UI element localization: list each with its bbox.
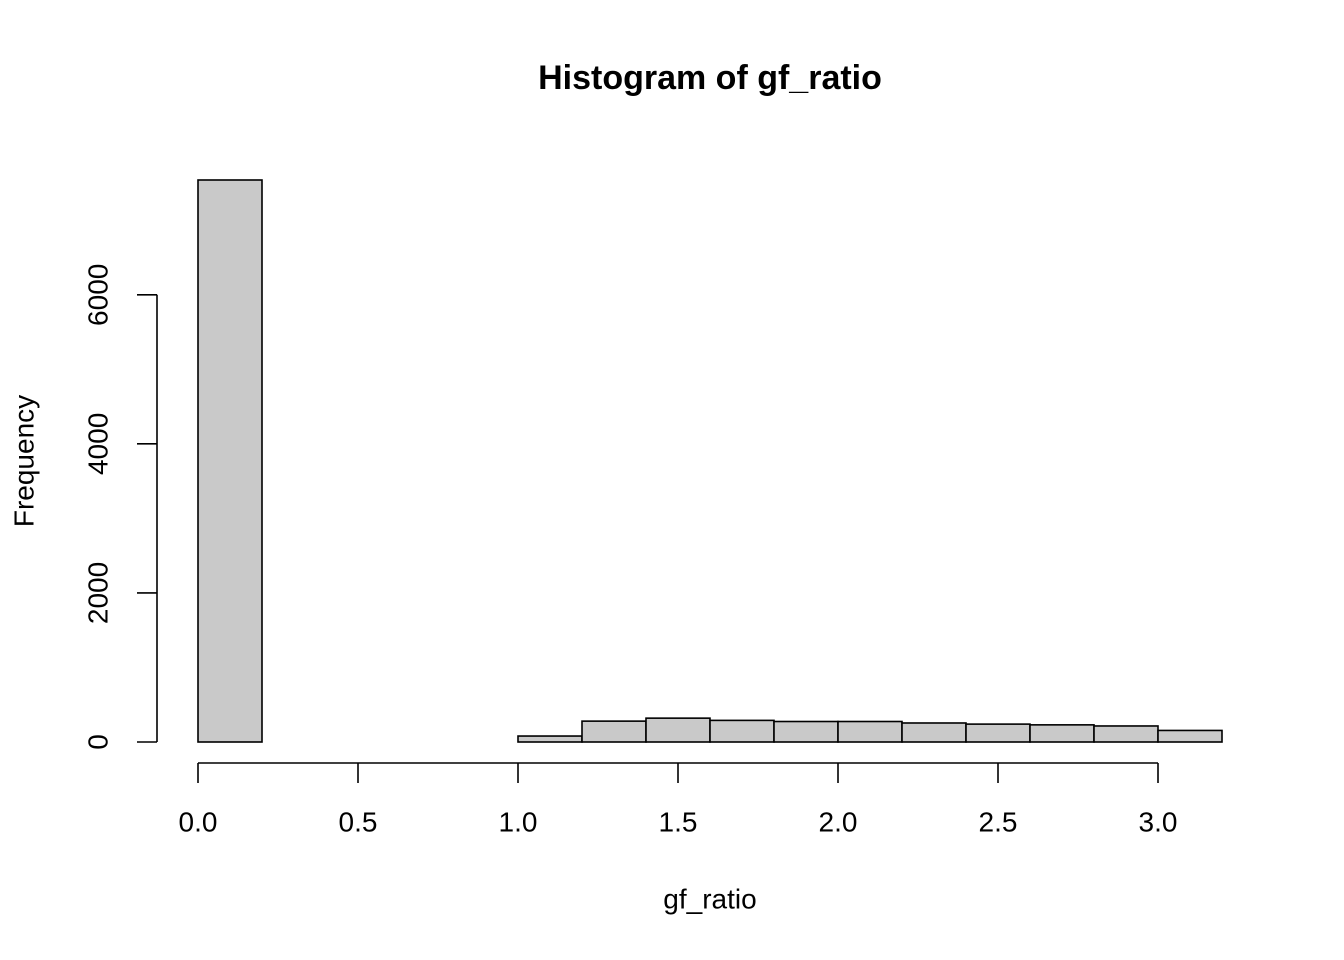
bar	[645, 717, 711, 743]
bar	[709, 719, 775, 743]
x-axis-label: gf_ratio	[663, 883, 756, 914]
y-tick-label: 0	[82, 734, 113, 750]
bar	[1093, 725, 1159, 743]
x-tick-label: 2.0	[819, 806, 858, 837]
bar	[1157, 729, 1223, 743]
bar	[901, 722, 967, 743]
x-tick-label: 0.5	[339, 806, 378, 837]
bar	[581, 720, 647, 743]
bar	[837, 720, 903, 743]
x-tick-label: 1.5	[659, 806, 698, 837]
y-axis-label: Frequency	[8, 395, 39, 527]
bar	[197, 179, 263, 743]
x-tick-label: 1.0	[499, 806, 538, 837]
chart-title: Histogram of gf_ratio	[538, 59, 882, 97]
x-tick-label: 2.5	[979, 806, 1018, 837]
bar	[965, 723, 1031, 743]
x-tick-label: 3.0	[1139, 806, 1178, 837]
y-tick-label: 2000	[82, 562, 113, 624]
bar	[1029, 724, 1095, 743]
bar	[773, 720, 839, 743]
bar	[517, 735, 583, 743]
x-tick-label: 0.0	[179, 806, 218, 837]
y-tick-label: 6000	[82, 264, 113, 326]
y-tick-label: 4000	[82, 413, 113, 475]
